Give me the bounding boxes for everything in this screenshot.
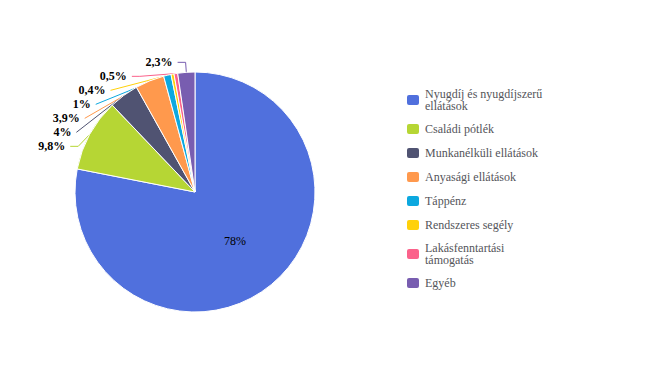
svg-text:Egyéb: Egyéb — [425, 276, 456, 290]
svg-text:3,9%: 3,9% — [53, 111, 80, 125]
svg-text:0,4%: 0,4% — [79, 83, 106, 97]
svg-text:9,8%: 9,8% — [38, 139, 65, 153]
svg-text:Munkanélküli ellátások: Munkanélküli ellátások — [425, 146, 538, 160]
svg-text:Táppénz: Táppénz — [425, 194, 466, 208]
svg-text:Családi pótlék: Családi pótlék — [425, 122, 494, 136]
svg-text:ellátások: ellátások — [425, 99, 468, 113]
svg-text:78%: 78% — [224, 234, 246, 248]
svg-text:4%: 4% — [53, 125, 71, 139]
svg-text:1%: 1% — [73, 97, 91, 111]
svg-text:támogatás: támogatás — [425, 253, 474, 267]
svg-text:Nyugdíj és nyugdíjszerű: Nyugdíj és nyugdíjszerű — [425, 87, 543, 101]
svg-text:0,5%: 0,5% — [100, 69, 127, 83]
svg-text:Anyasági ellátások: Anyasági ellátások — [425, 170, 516, 184]
svg-text:2,3%: 2,3% — [146, 55, 173, 69]
svg-text:Rendszeres segély: Rendszeres segély — [425, 218, 513, 232]
svg-text:Lakásfenntartási: Lakásfenntartási — [425, 241, 505, 255]
